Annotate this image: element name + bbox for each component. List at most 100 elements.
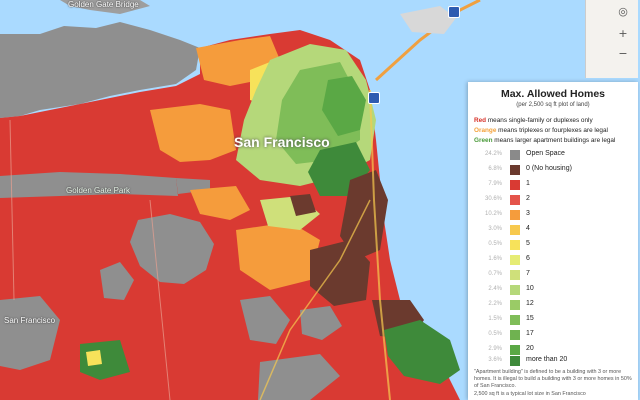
legend-row: 0.5% 17: [468, 328, 638, 343]
legend-label: more than 20: [526, 356, 568, 363]
park-label: Golden Gate Park: [66, 186, 131, 195]
legend-label: 7: [526, 270, 530, 277]
legend-label: 10: [526, 285, 534, 292]
legend-swatch: [510, 315, 520, 325]
legend-row: 24.2% Open Space: [468, 148, 638, 163]
legend-pct: 2.2%: [488, 301, 502, 307]
legend-row: 1.6% 6: [468, 253, 638, 268]
legend-label: 15: [526, 315, 534, 322]
legend-swatch: [510, 225, 520, 235]
golden-gate-park: [0, 172, 178, 198]
legend-swatch: [510, 165, 520, 175]
sf-label: San Francisco: [4, 316, 56, 325]
map-controls: ◎ + −: [585, 0, 638, 78]
legend-swatch: [510, 195, 520, 205]
legend-pct: 10.2%: [484, 211, 502, 217]
legend-label: 17: [526, 330, 534, 337]
legend-row: 6.8% 0 (No housing): [468, 163, 638, 178]
legend-note-orange-text: means triplexes or fourplexes are legal: [496, 127, 608, 134]
legend-label: 20: [526, 345, 534, 352]
legend-label: 3: [526, 210, 530, 217]
glen-park-open-space: [240, 296, 290, 344]
marin-land: [60, 0, 150, 14]
legend-swatch: [510, 356, 520, 366]
legend-note-red-text: means single-family or duplexes only: [486, 117, 593, 124]
mt-davidson-open-space: [100, 262, 134, 300]
legend-pct: 2.9%: [488, 346, 502, 352]
mission-orange: [236, 222, 320, 290]
legend-note-orange: Orange means triplexes or fourplexes are…: [474, 127, 608, 134]
legend-row: 3.0% 4: [468, 223, 638, 238]
financial-district: [322, 76, 366, 136]
legend-label: 1: [526, 180, 530, 187]
presidio-area: [0, 22, 200, 118]
legend-pct: 0.5%: [488, 241, 502, 247]
richmond-orange: [150, 104, 236, 162]
legend-pct: 1.5%: [488, 316, 502, 322]
twin-peaks-open-space: [130, 214, 214, 284]
southwest-yellow: [86, 350, 102, 366]
legend-row: 1.5% 15: [468, 313, 638, 328]
legend-note-green: Green means larger apartment buildings a…: [474, 137, 615, 144]
legend-row: 3.6% more than 20: [468, 354, 638, 369]
legend-subtitle: (per 2,500 sq ft plot of land): [516, 102, 590, 108]
legend-swatch: [510, 300, 520, 310]
legend-swatch: [510, 180, 520, 190]
bayview-no-housing: [310, 240, 370, 306]
zoom-in-button[interactable]: +: [618, 26, 628, 40]
legend-panel: Max. Allowed Homes (per 2,500 sq ft plot…: [468, 82, 638, 400]
legend-note-green-text: means larger apartment buildings are leg…: [492, 137, 616, 144]
legend-row: 7.9% 1: [468, 178, 638, 193]
mclaren-park: [258, 354, 340, 400]
legend-label: 12: [526, 300, 534, 307]
legend-swatch: [510, 210, 520, 220]
legend-row: 0.5% 5: [468, 238, 638, 253]
legend-label: 0 (No housing): [526, 165, 572, 172]
haight-orange: [190, 186, 250, 220]
legend-swatch: [510, 240, 520, 250]
legend-swatch: [510, 255, 520, 265]
legend-row: 30.6% 2: [468, 193, 638, 208]
legend-row: 2.2% 12: [468, 298, 638, 313]
legend-note-red-keyword: Red: [474, 117, 487, 124]
great-highway: [9, 119, 15, 301]
highway-shield-icon: [368, 92, 380, 104]
highway-101: [369, 89, 391, 400]
legend-swatch: [510, 270, 520, 280]
legend-label: 6: [526, 255, 530, 262]
locate-button[interactable]: ◎: [618, 4, 628, 18]
legend-label: 2: [526, 195, 530, 202]
legend-note-red: Red means single-family or duplexes only: [474, 117, 593, 124]
legend-pct: 0.5%: [488, 331, 502, 337]
legend-pct: 2.4%: [488, 286, 502, 292]
bernal-heights-open-space: [300, 306, 342, 340]
legend-pct: 3.6%: [488, 357, 502, 363]
legend-row: 0.7% 7: [468, 268, 638, 283]
candlestick-green: [384, 320, 460, 384]
legend-pct: 7.9%: [488, 181, 502, 187]
legend-swatch: [510, 150, 520, 160]
legend-row: 10.2% 3: [468, 208, 638, 223]
legend-pct: 30.6%: [484, 196, 502, 202]
legend-pct: 0.7%: [488, 271, 502, 277]
legend-footnote: "Apartment building" is defined to be a …: [474, 369, 632, 389]
legend-swatch: [510, 345, 520, 355]
legend-pct: 1.6%: [488, 256, 502, 262]
legend-note-orange-keyword: Orange: [474, 127, 497, 134]
city-label: San Francisco: [234, 134, 330, 150]
legend-label: Open Space: [526, 150, 565, 157]
lake-merced-area: [0, 296, 60, 370]
legend-swatch: [510, 330, 520, 340]
legend-label: 5: [526, 240, 530, 247]
sunset-blvd: [149, 199, 171, 400]
legend-pct: 6.8%: [488, 166, 502, 172]
legend-pct: 24.2%: [484, 151, 502, 157]
legend-footnote-lot-size: 2,500 sq ft is a typical lot size in San…: [474, 391, 586, 397]
zoom-out-button[interactable]: −: [618, 46, 628, 60]
golden-gate-bridge-label: Golden Gate Bridge: [68, 0, 139, 9]
legend-row: 2.4% 10: [468, 283, 638, 298]
legend-row: 2.9% 20: [468, 343, 638, 358]
legend-label: 4: [526, 225, 530, 232]
legend-note-green-keyword: Green: [474, 137, 493, 144]
